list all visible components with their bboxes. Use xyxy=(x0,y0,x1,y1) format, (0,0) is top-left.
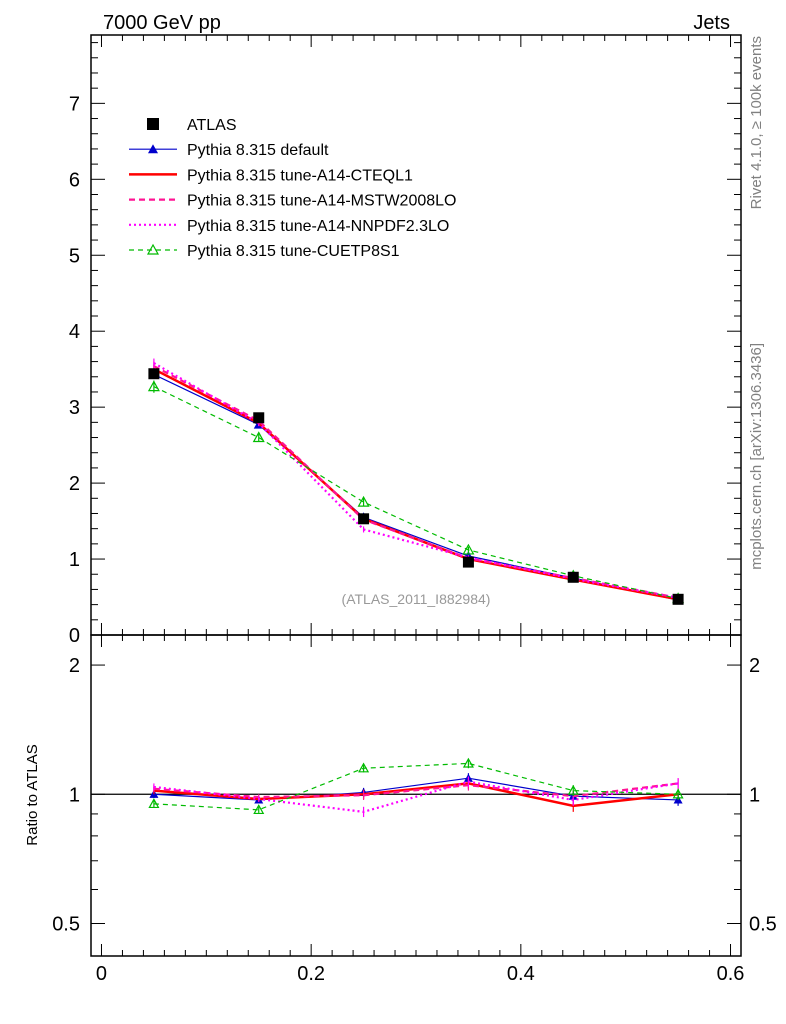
ratio-y-tick-label-right: 0.5 xyxy=(749,913,777,935)
ratio-line xyxy=(153,782,679,808)
series-marker xyxy=(252,431,265,443)
legend-label: Pythia 8.315 tune-A14-MSTW2008LO xyxy=(187,193,456,210)
main-y-tick-label: 4 xyxy=(69,321,80,343)
atlas-data-point xyxy=(253,412,265,424)
legend-entry: Pythia 8.315 tune-A14-MSTW2008LO xyxy=(129,193,456,210)
main-series-pythia-8-315-tune-a14-nnpdf2-3lo xyxy=(153,358,679,600)
main-y-tick-label: 1 xyxy=(69,549,80,571)
main-y-tick-label: 6 xyxy=(69,169,80,191)
series-line xyxy=(153,365,679,599)
ratio-series-group xyxy=(148,757,684,818)
legend-label: Pythia 8.315 tune-A14-NNPDF2.3LO xyxy=(187,218,449,235)
ratio-y-tick-label: 1 xyxy=(69,784,80,806)
series-marker xyxy=(357,495,370,507)
series-marker xyxy=(148,798,160,809)
ratio-series-pythia-8-315-tune-cuetp8s1 xyxy=(148,757,684,815)
series-marker xyxy=(567,784,579,795)
legend-entry: Pythia 8.315 tune-A14-NNPDF2.3LO xyxy=(129,218,449,235)
legend: ATLAS Pythia 8.315 default Pythia 8.315 tu… xyxy=(129,117,456,260)
ratio-y-tick-label-right: 2 xyxy=(749,655,760,677)
series-marker xyxy=(358,762,370,773)
x-tick-label: 0 xyxy=(96,963,107,985)
ratio-y-tick-label: 0.5 xyxy=(52,913,80,935)
legend-entry: Pythia 8.315 default xyxy=(129,142,329,159)
series-line xyxy=(153,368,679,601)
atlas-data-point xyxy=(148,368,160,380)
legend-label: ATLAS xyxy=(187,117,237,134)
ratio-line xyxy=(153,782,679,799)
series-marker xyxy=(146,243,160,255)
ratio-line xyxy=(153,777,679,801)
analysis-label: (ATLAS_2011_I882984) xyxy=(342,591,491,607)
series-marker xyxy=(253,804,265,815)
series-line xyxy=(153,362,679,599)
ratio-plot-frame xyxy=(90,634,742,957)
header-left-label: 7000 GeV pp xyxy=(103,12,221,34)
atlas-data-point xyxy=(672,593,684,605)
x-tick-label: 0.6 xyxy=(717,963,745,985)
atlas-data-point xyxy=(358,513,370,525)
ratio-y-tick-label: 2 xyxy=(69,655,80,677)
atlas-data-point xyxy=(462,556,474,568)
header-right-label: Jets xyxy=(693,12,730,34)
ratio-y-axis-label: Ratio to ATLAS xyxy=(24,744,41,845)
legend-entry: Pythia 8.315 tune-A14-CTEQL1 xyxy=(129,167,413,184)
legend-marker xyxy=(147,118,159,130)
series-marker xyxy=(462,757,474,768)
series-marker xyxy=(148,144,158,154)
series-line xyxy=(153,386,679,600)
rivet-label: Rivet 4.1.0, ≥ 100k events xyxy=(748,36,765,209)
x-tick-label: 0.2 xyxy=(297,963,325,985)
main-series-pythia-8-315-tune-a14-cteql1 xyxy=(153,364,679,601)
main-y-tick-label: 7 xyxy=(69,93,80,115)
ratio-line xyxy=(153,780,679,813)
main-y-tick-label: 0 xyxy=(69,625,80,647)
ratio-axis-ticks: 0 0.2 0.4 0.6 0.5 0.5 1 1 2 2 xyxy=(52,635,777,985)
main-series-pythia-8-315-tune-cuetp8s1 xyxy=(147,380,685,604)
main-y-tick-label: 5 xyxy=(69,245,80,267)
legend-label: Pythia 8.315 tune-A14-CTEQL1 xyxy=(187,167,413,184)
legend-label: Pythia 8.315 tune-CUETP8S1 xyxy=(187,243,400,260)
legend-entry: Pythia 8.315 tune-CUETP8S1 xyxy=(129,243,400,260)
main-series-group xyxy=(147,358,685,605)
ratio-line xyxy=(153,762,679,811)
series-marker xyxy=(147,380,160,392)
ratio-plot-border xyxy=(90,634,742,957)
ratio-series-pythia-8-315-tune-a14-nnpdf2-3lo xyxy=(153,776,679,818)
main-y-tick-label: 3 xyxy=(69,397,80,419)
main-y-tick-label: 2 xyxy=(69,473,80,495)
ratio-y-tick-label-right: 1 xyxy=(749,784,760,806)
main-axis-ticks: 0 1 2 3 4 5 6 7 xyxy=(69,35,741,647)
atlas-data xyxy=(148,368,684,605)
series-marker xyxy=(672,788,684,799)
legend-entry: ATLAS xyxy=(147,117,237,134)
x-tick-label: 0.4 xyxy=(507,963,535,985)
mcplots-label: mcplots.cern.ch [arXiv:1306.3436] xyxy=(748,343,765,570)
legend-label: Pythia 8.315 default xyxy=(187,142,329,159)
series-marker xyxy=(462,543,475,555)
ratio-series-pythia-8-315-tune-a14-cteql1 xyxy=(153,778,679,812)
atlas-data-point xyxy=(567,571,579,583)
main-series-pythia-8-315-tune-a14-mstw2008lo xyxy=(153,361,679,600)
